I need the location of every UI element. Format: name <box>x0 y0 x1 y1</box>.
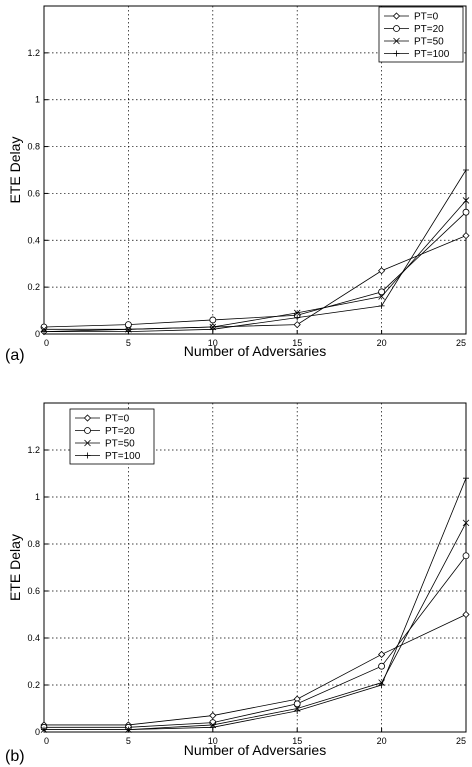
x-tick-label: 15 <box>292 736 302 746</box>
panel-label: (a) <box>5 347 25 364</box>
legend-marker <box>393 25 400 32</box>
x-tick-label: 5 <box>126 338 131 348</box>
y-tick-label: 0.4 <box>27 235 40 245</box>
x-tick-label: 10 <box>208 338 218 348</box>
y-axis-label: ETE Delay <box>7 137 23 204</box>
y-tick-label: 0.2 <box>27 680 40 690</box>
data-point <box>124 321 132 329</box>
y-tick-label: 1 <box>35 492 40 502</box>
data-point <box>41 726 47 733</box>
data-point <box>462 552 470 560</box>
legend-marker <box>84 452 91 459</box>
data-point <box>209 326 216 333</box>
data-point <box>462 232 470 240</box>
data-point <box>378 293 385 300</box>
data-point <box>41 328 47 335</box>
legend-label: PT=50 <box>414 37 444 48</box>
data-point <box>462 208 470 216</box>
series-line <box>44 478 467 731</box>
data-point <box>463 475 469 482</box>
legend-label: PT=20 <box>414 24 444 35</box>
series-line <box>44 555 467 728</box>
data-point <box>378 662 386 670</box>
x-tick-label: 10 <box>208 736 218 746</box>
series-line <box>44 200 467 330</box>
data-point <box>378 682 385 688</box>
y-axis-label: ETE Delay <box>7 534 23 601</box>
legend-marker <box>393 37 400 45</box>
data-point <box>209 316 217 324</box>
series-line <box>43 211 467 328</box>
data-point <box>125 328 132 335</box>
x-axis-label: Number of Adversaries <box>184 343 326 359</box>
y-tick-label: 0 <box>35 727 40 737</box>
y-tick-label: 0.8 <box>27 142 40 152</box>
data-point <box>378 267 386 275</box>
series-pt-100 <box>41 475 469 733</box>
y-tick-label: 1.2 <box>27 445 40 455</box>
data-point <box>462 519 470 527</box>
y-tick-label: 0 <box>35 329 40 339</box>
x-tick-label: 25 <box>456 338 466 348</box>
x-tick-label: 20 <box>377 338 387 348</box>
data-point <box>209 724 216 731</box>
x-tick-label: 0 <box>44 736 49 746</box>
legend-label: PT=100 <box>414 49 450 60</box>
chart-panel-1: 0 5 10 15 20 25 0 0.2 0.4 0.6 0.8 1 1.2 Number of Adv… <box>5 5 470 364</box>
y-tick-label: 0.6 <box>27 586 40 596</box>
legend-marker <box>392 12 401 20</box>
legend-marker <box>84 427 91 434</box>
panel-label: (b) <box>5 748 25 765</box>
data-point <box>293 700 301 708</box>
y-tick-label: 1 <box>35 95 40 105</box>
legend-label: PT=0 <box>414 12 439 23</box>
data-point <box>294 707 301 714</box>
legend-marker <box>83 414 92 422</box>
x-tick-label: 25 <box>456 736 466 746</box>
y-tick-label: 0.8 <box>27 539 40 549</box>
x-tick-label: 0 <box>44 338 49 348</box>
x-tick-label: 5 <box>126 736 131 746</box>
series-line <box>44 169 467 333</box>
legend-marker <box>393 50 400 57</box>
chart-panel-2: 0 5 10 15 20 25 0 0.2 0.4 0.6 0.8 1 1.2 Number of Adv… <box>5 402 470 765</box>
data-point <box>378 650 386 659</box>
series-pt-100 <box>41 167 469 335</box>
data-point <box>209 711 217 720</box>
data-point <box>293 309 301 317</box>
x-tick-label: 15 <box>292 338 302 348</box>
x-tick-label: 20 <box>377 736 387 746</box>
y-tick-label: 0.4 <box>27 633 40 643</box>
data-point <box>125 726 132 733</box>
legend-label: PT=100 <box>105 451 141 462</box>
y-tick-label: 0.6 <box>27 188 40 198</box>
data-point <box>462 610 470 619</box>
data-point <box>294 314 301 321</box>
y-tick-label: 0.2 <box>27 282 40 292</box>
legend-label: PT=50 <box>105 439 135 450</box>
x-axis-label: Number of Adversaries <box>184 742 326 758</box>
data-point <box>378 288 386 296</box>
y-tick-label: 1.2 <box>27 48 40 58</box>
legend-label: PT=0 <box>105 414 130 425</box>
data-point <box>293 321 301 329</box>
data-point <box>463 167 469 173</box>
data-point <box>462 197 470 204</box>
legend-marker <box>84 439 91 447</box>
data-point <box>378 302 385 309</box>
legend-label: PT=20 <box>105 426 135 437</box>
